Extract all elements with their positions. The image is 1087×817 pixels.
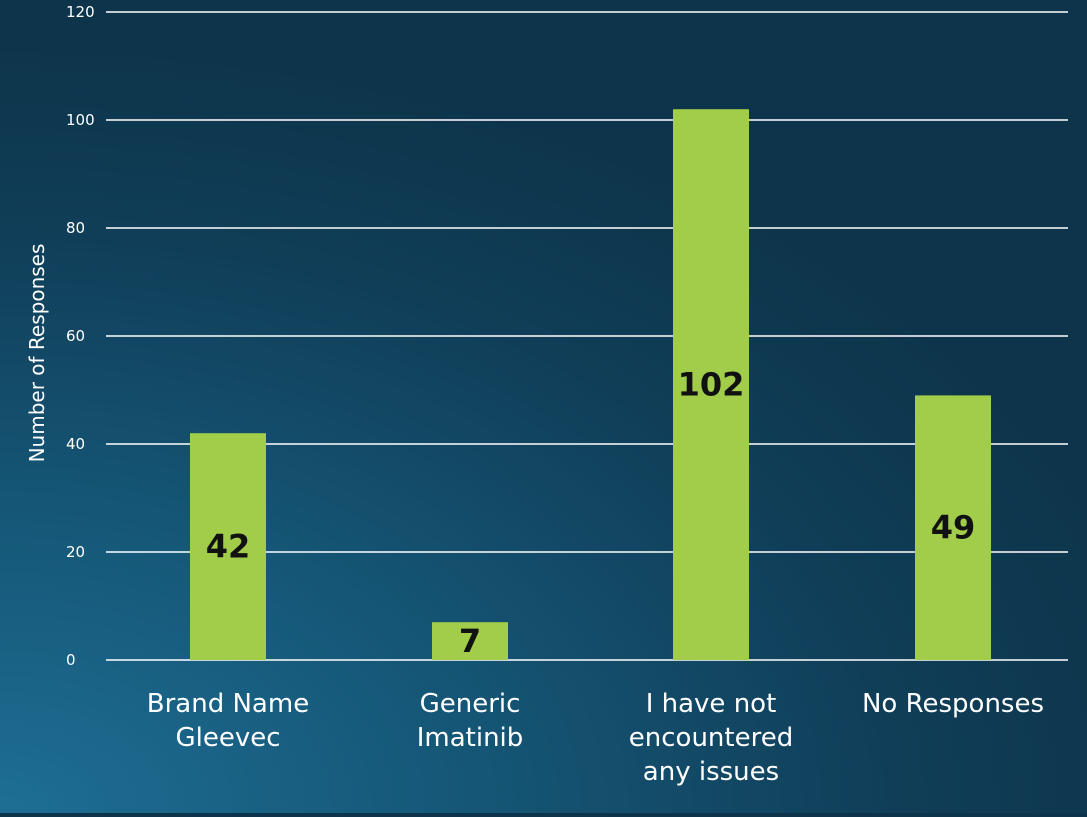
y-tick-label: 40 xyxy=(66,435,85,453)
data-label: 42 xyxy=(206,528,251,566)
x-category-label: Generic Imatinib xyxy=(417,689,524,753)
bar xyxy=(190,433,266,660)
data-label: 49 xyxy=(931,509,976,547)
bar xyxy=(915,395,991,660)
data-label: 7 xyxy=(459,622,481,660)
y-tick-label: 20 xyxy=(66,543,85,561)
y-tick-label: 60 xyxy=(66,327,85,345)
x-category-label: I have not encountered any issues xyxy=(629,689,793,787)
bar xyxy=(673,109,749,660)
y-tick-label: 80 xyxy=(66,219,85,237)
x-category-label: Brand Name Gleevec xyxy=(147,689,309,753)
bars xyxy=(190,109,991,660)
y-tick-label: 0 xyxy=(66,651,76,669)
y-tick-label: 100 xyxy=(66,111,95,129)
data-label: 102 xyxy=(678,366,745,404)
y-tick-label: 120 xyxy=(66,3,95,21)
bar xyxy=(432,622,508,660)
gridlines xyxy=(106,11,1068,661)
y-axis-ticks: 0 20 40 60 80 100 120 xyxy=(66,3,95,669)
x-axis-categories: Brand Name Gleevec Generic Imatinib I have n… xyxy=(147,689,1044,787)
y-axis-title: Number of Responses xyxy=(25,244,49,463)
x-category-label: No Responses xyxy=(862,689,1044,719)
data-labels: 42 7 102 49 xyxy=(206,366,976,660)
